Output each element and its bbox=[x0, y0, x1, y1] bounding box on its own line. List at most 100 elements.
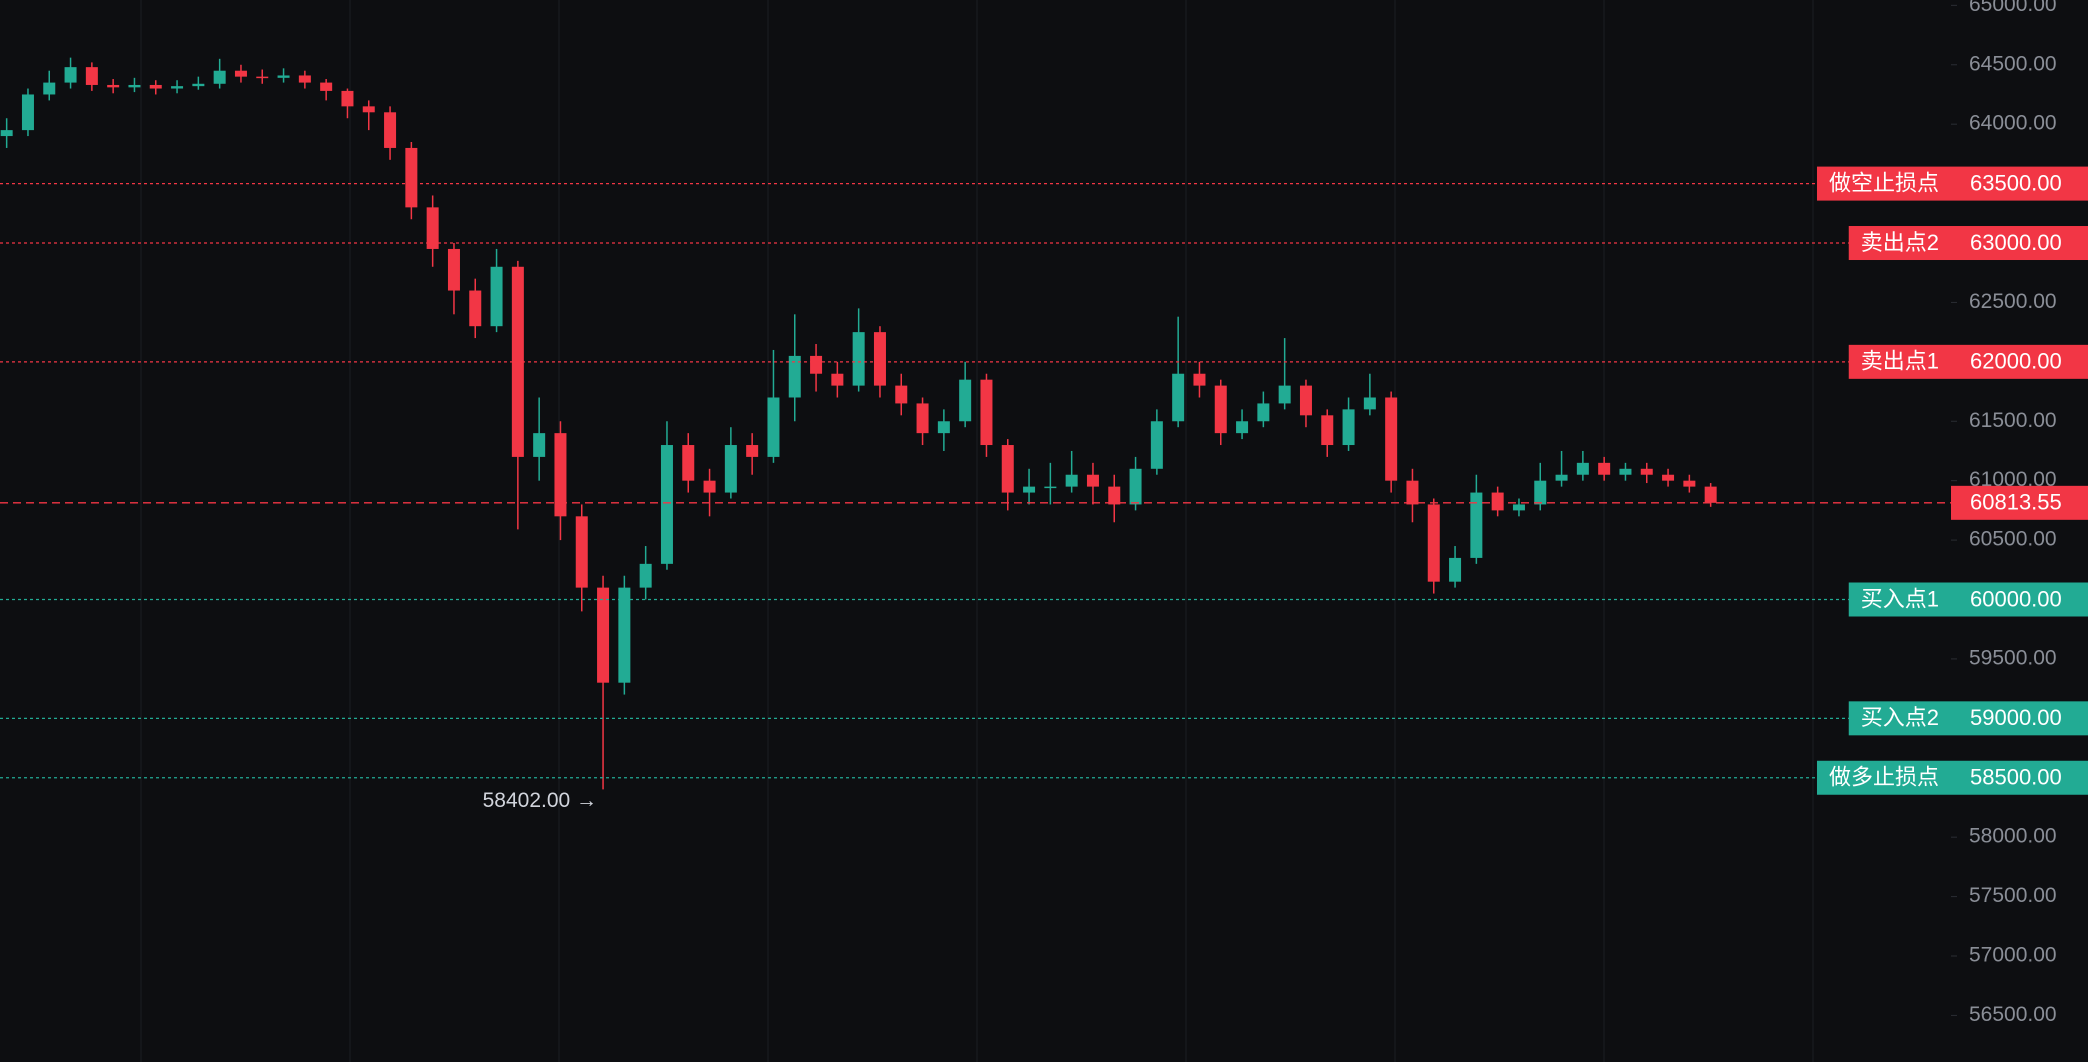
y-tick-label: 62500.00 bbox=[1969, 290, 2057, 313]
level-name-label: 做空止损点 bbox=[1829, 170, 1939, 195]
candle-body bbox=[362, 106, 375, 113]
y-tick-label: 61500.00 bbox=[1969, 409, 2057, 432]
level-value-label: 60000.00 bbox=[1970, 586, 2062, 611]
candle-body bbox=[533, 433, 546, 457]
candle-body bbox=[1534, 480, 1547, 505]
candle-body bbox=[937, 421, 950, 434]
candle-body bbox=[746, 445, 759, 457]
last-price-value-label: 60813.55 bbox=[1970, 490, 2062, 515]
candle-body bbox=[1640, 468, 1653, 475]
candle-body bbox=[703, 480, 716, 493]
candle-body bbox=[1193, 373, 1206, 386]
candle-body bbox=[852, 332, 865, 386]
y-tick-label: 64000.00 bbox=[1969, 112, 2057, 135]
candle-body bbox=[660, 445, 673, 564]
y-tick-label: 64500.00 bbox=[1969, 52, 2057, 75]
candle-body bbox=[277, 75, 290, 78]
candle-body bbox=[810, 355, 823, 374]
candle-body bbox=[447, 248, 460, 291]
candle-body bbox=[980, 379, 993, 446]
level-value-box bbox=[1951, 344, 2088, 379]
candle-body bbox=[1342, 409, 1355, 446]
candle-body bbox=[469, 290, 482, 327]
level-name-box bbox=[1848, 226, 1951, 261]
candle-body bbox=[384, 112, 397, 148]
candle-body bbox=[1023, 486, 1036, 493]
candle-body bbox=[490, 266, 503, 327]
candle-body bbox=[1683, 480, 1696, 487]
candle-body bbox=[1001, 445, 1014, 493]
candle-body bbox=[1108, 486, 1121, 505]
candle-body bbox=[1363, 397, 1376, 410]
candle-body bbox=[234, 70, 247, 77]
candle-body bbox=[575, 516, 588, 588]
candle-body bbox=[21, 94, 34, 131]
candle-body bbox=[320, 82, 333, 91]
candle-body bbox=[1321, 415, 1334, 446]
level-name-label: 买入点1 bbox=[1861, 586, 1939, 611]
candle-body bbox=[554, 433, 567, 517]
candle-body bbox=[256, 76, 269, 79]
level-name-label: 做多止损点 bbox=[1829, 765, 1939, 790]
y-tick-label: 60500.00 bbox=[1969, 528, 2057, 551]
level-value-box bbox=[1951, 226, 2088, 261]
candle-body bbox=[788, 355, 801, 398]
candle-body bbox=[1214, 385, 1227, 434]
candle-body bbox=[128, 84, 141, 88]
candle-body bbox=[43, 82, 56, 95]
candle-body bbox=[1576, 462, 1589, 475]
level-value-box bbox=[1951, 701, 2088, 736]
candle-body bbox=[1704, 486, 1717, 503]
y-tick-label: 57500.00 bbox=[1969, 884, 2057, 907]
y-tick-label: 58000.00 bbox=[1969, 825, 2057, 848]
level-name-label: 买入点2 bbox=[1861, 705, 1939, 730]
candle-body bbox=[85, 67, 98, 85]
level-name-box bbox=[1848, 344, 1951, 379]
candle-body bbox=[1278, 385, 1291, 404]
candle-body bbox=[1385, 397, 1398, 481]
min-label: 58402.00 → bbox=[483, 789, 597, 812]
candle-body bbox=[341, 90, 354, 107]
candle-body bbox=[171, 86, 184, 89]
level-value-box bbox=[1951, 760, 2088, 795]
candle-body bbox=[64, 67, 77, 83]
level-value-label: 63000.00 bbox=[1970, 230, 2062, 255]
candle-body bbox=[1619, 468, 1632, 475]
candle-body bbox=[1044, 486, 1057, 489]
candle-body bbox=[426, 207, 439, 249]
level-value-box bbox=[1951, 166, 2088, 201]
y-tick-label: 57000.00 bbox=[1969, 944, 2057, 967]
candle-body bbox=[895, 385, 908, 404]
candle-body bbox=[618, 587, 631, 683]
y-tick-label: 65000.00 bbox=[1969, 0, 2057, 16]
candle-body bbox=[298, 75, 311, 83]
level-name-box bbox=[1848, 582, 1951, 617]
candle-body bbox=[1150, 421, 1163, 469]
candle-body bbox=[639, 563, 652, 588]
candle-body bbox=[1065, 474, 1078, 487]
candle-body bbox=[1470, 492, 1483, 558]
candle-body bbox=[1086, 474, 1099, 487]
level-name-box bbox=[1816, 166, 1951, 201]
level-name-label: 卖出点1 bbox=[1861, 349, 1939, 374]
level-value-label: 62000.00 bbox=[1970, 349, 2062, 374]
candle-body bbox=[1662, 474, 1675, 481]
candle-body bbox=[213, 70, 226, 84]
candle-body bbox=[1172, 373, 1185, 422]
y-tick-label: 59500.00 bbox=[1969, 646, 2057, 669]
candle-body bbox=[192, 83, 205, 87]
candle-body bbox=[916, 403, 929, 434]
candle-body bbox=[724, 445, 737, 493]
level-name-label: 卖出点2 bbox=[1861, 230, 1939, 255]
level-value-label: 59000.00 bbox=[1970, 705, 2062, 730]
candle-body bbox=[0, 130, 13, 137]
level-value-box bbox=[1951, 582, 2088, 617]
candle-body bbox=[767, 397, 780, 457]
y-tick-label: 56500.00 bbox=[1969, 1003, 2057, 1026]
candle-body bbox=[405, 147, 418, 208]
candle-body bbox=[107, 84, 120, 88]
last-price-value-box bbox=[1951, 485, 2088, 520]
